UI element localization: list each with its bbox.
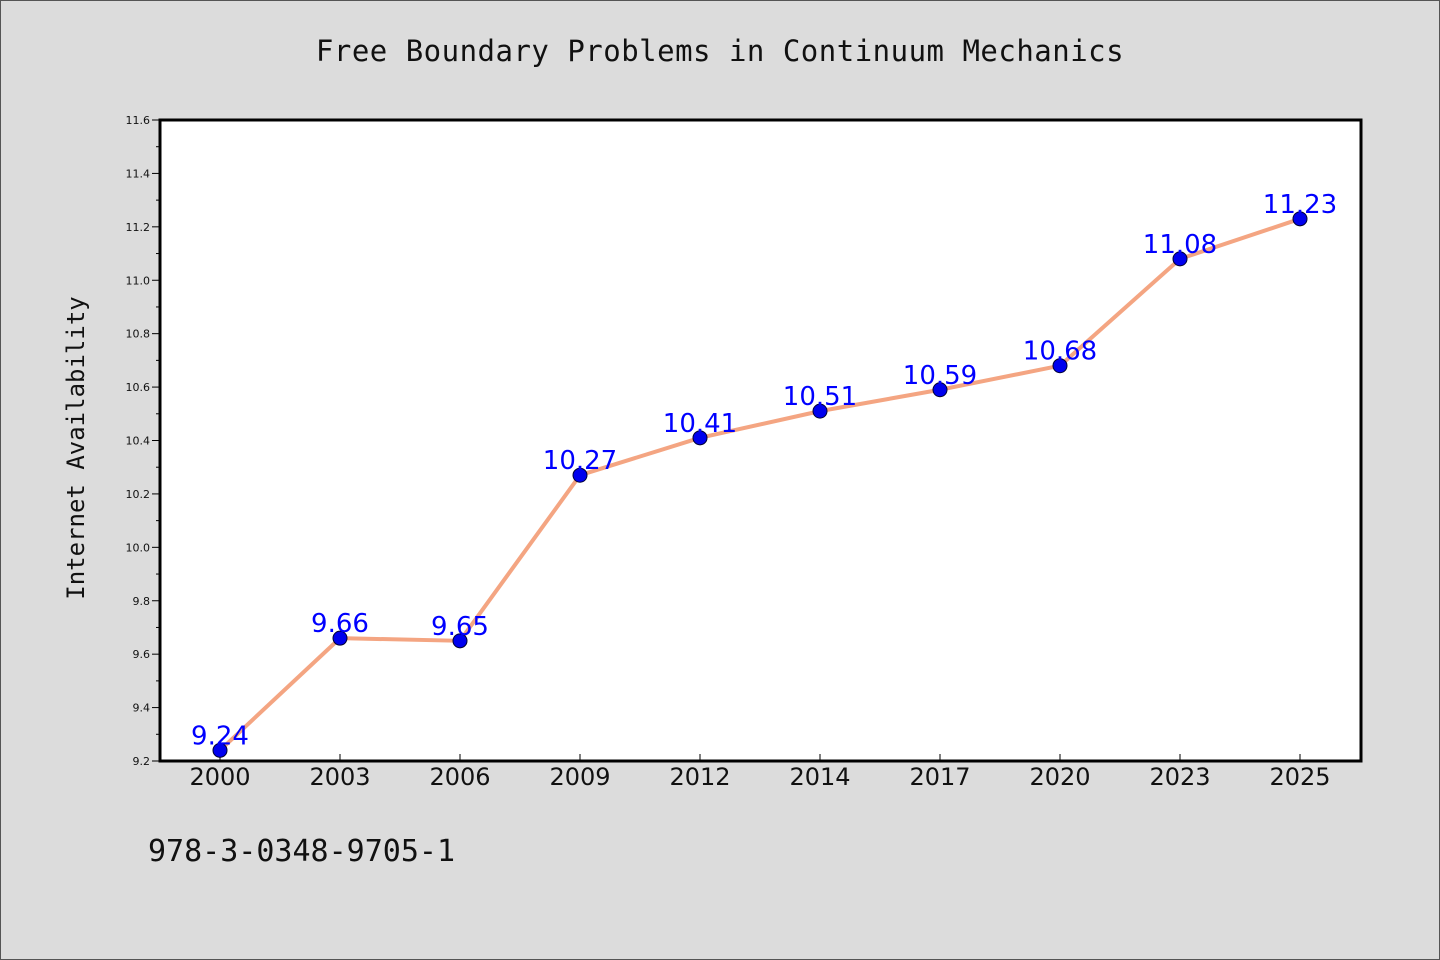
x-axis: 2000 2003 2006 2009 2012 2014 2017 2020 2023 2025 [189, 754, 1331, 791]
x-tick-label: 2025 [1269, 763, 1330, 791]
data-label: 10.51 [783, 382, 857, 412]
data-point [1172, 251, 1188, 267]
series-markers [212, 211, 1308, 758]
data-point [332, 630, 348, 646]
x-tick-label: 2014 [789, 763, 850, 791]
y-tick-label: 10.0 [126, 541, 151, 554]
x-tick-label: 2020 [1029, 763, 1090, 791]
y-tick-label: 11.2 [126, 221, 151, 234]
series-line-group [218, 216, 1301, 752]
data-point [1052, 358, 1068, 374]
series-line [218, 216, 1301, 752]
y-tick-label: 9.8 [133, 595, 151, 608]
y-tick-label: 10.4 [126, 435, 151, 448]
y-tick-label: 10.6 [126, 381, 151, 394]
data-label: 11.23 [1263, 190, 1337, 220]
data-labels: 9.24 9.66 9.65 10.27 10.41 10.51 10.59 10.68 11.… [191, 190, 1337, 751]
y-tick-label: 11.0 [126, 274, 151, 287]
x-tick-label: 2003 [309, 763, 370, 791]
data-point [932, 382, 948, 398]
y-tick-label: 9.6 [133, 648, 151, 661]
x-tick-label: 2006 [429, 763, 490, 791]
y-tick-label: 9.4 [133, 702, 151, 715]
y-axis: 9.2 9.4 9.6 9.8 10.0 10.2 10.4 10.6 10.8 11.0 11.2… [126, 114, 160, 768]
data-point [572, 467, 588, 483]
x-tick-label: 2009 [549, 763, 610, 791]
data-label: 9.65 [431, 612, 489, 642]
x-tick-label: 2012 [669, 763, 730, 791]
data-label: 10.68 [1023, 337, 1097, 367]
data-label: 9.24 [191, 721, 249, 751]
y-tick-label: 11.6 [126, 114, 151, 127]
data-point [452, 633, 468, 649]
data-label: 10.27 [543, 446, 617, 476]
data-point [212, 742, 228, 758]
y-tick-label: 9.2 [133, 755, 151, 768]
data-point [692, 430, 708, 446]
chart-title: Free Boundary Problems in Continuum Mech… [315, 34, 1125, 68]
y-tick-label: 11.4 [126, 167, 151, 180]
y-tick-label: 10.2 [126, 488, 151, 501]
y-tick-label: 10.8 [126, 328, 151, 341]
x-tick-label: 2017 [909, 763, 970, 791]
data-point [1292, 211, 1308, 227]
data-point [812, 403, 828, 419]
x-tick-label: 2023 [1149, 763, 1210, 791]
data-label: 9.66 [311, 609, 369, 639]
data-label: 10.41 [663, 409, 737, 439]
y-axis-title: Internet Availability [62, 296, 90, 599]
data-label: 11.08 [1143, 230, 1217, 260]
plot-area [158, 118, 1363, 763]
footer-code: 978-3-0348-9705-1 [148, 834, 456, 869]
data-label: 10.59 [903, 361, 977, 391]
x-tick-label: 2000 [189, 763, 250, 791]
